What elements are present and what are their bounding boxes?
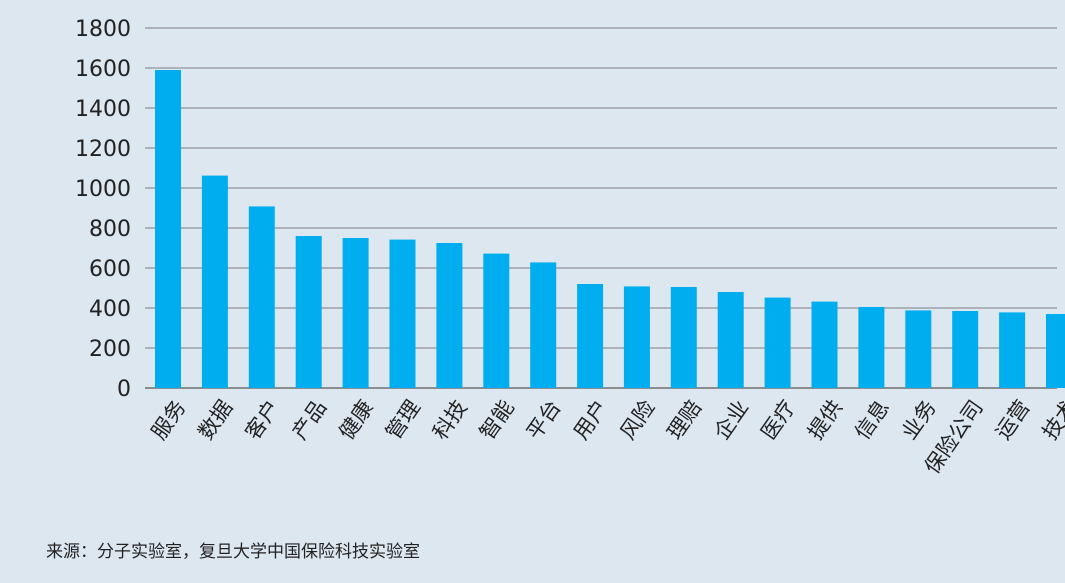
y-tick-label: 600 (89, 257, 131, 282)
bar (201, 175, 228, 388)
bar (577, 284, 604, 388)
x-category-label: 理赔 (663, 396, 707, 444)
x-category-label: 健康 (334, 396, 378, 444)
y-tick-label: 1400 (75, 97, 131, 122)
bar (248, 206, 275, 388)
bar (905, 310, 932, 388)
y-tick-label: 1800 (75, 17, 131, 42)
y-tick-label: 800 (89, 217, 131, 242)
bar (389, 239, 416, 388)
bar (717, 292, 744, 388)
bar (436, 243, 463, 388)
y-tick-label: 400 (89, 297, 131, 322)
bar (858, 307, 885, 388)
bar (295, 236, 322, 388)
x-category-label: 技术 (1038, 396, 1065, 444)
y-tick-label: 1000 (75, 177, 131, 202)
bar (811, 301, 838, 388)
bar (670, 287, 697, 388)
bar (623, 286, 650, 388)
bar (952, 311, 979, 388)
x-category-label: 产品 (287, 396, 331, 444)
x-category-label: 数据 (194, 396, 238, 444)
x-category-label: 企业 (710, 396, 754, 444)
x-category-label: 医疗 (756, 396, 800, 444)
x-category-label: 运营 (991, 396, 1035, 444)
x-category-label: 智能 (475, 396, 519, 444)
bar (483, 253, 510, 388)
bar (1046, 314, 1065, 388)
bar (155, 70, 181, 388)
bar (530, 262, 557, 388)
x-category-label: 平台 (522, 396, 566, 444)
bar (764, 297, 791, 388)
x-category-label: 信息 (850, 396, 894, 444)
x-category-label: 风险 (616, 396, 660, 444)
x-category-label: 用户 (569, 396, 613, 444)
bars (155, 70, 1065, 388)
bar (342, 238, 369, 388)
x-category-label: 业务 (897, 396, 941, 444)
x-category-label: 提供 (803, 396, 847, 444)
x-category-label: 管理 (381, 396, 425, 444)
y-tick-label: 1600 (75, 57, 131, 82)
y-tick-label: 200 (89, 337, 131, 362)
y-axis-ticks: 0 200 400 600 800 1000 1200 1400 1600 1800 (75, 17, 131, 402)
x-category-label: 科技 (428, 396, 472, 444)
source-note: 来源：分子实验室，复旦大学中国保险科技实验室 (46, 542, 420, 562)
bar (999, 312, 1026, 388)
y-tick-label: 0 (117, 377, 131, 402)
x-category-label: 服务 (147, 396, 191, 444)
y-tick-label: 1200 (75, 137, 131, 162)
bar-chart: 0 200 400 600 800 1000 1200 1400 1600 1800 服务 数据 客户… (75, 17, 1065, 479)
x-category-label: 客户 (241, 396, 285, 444)
